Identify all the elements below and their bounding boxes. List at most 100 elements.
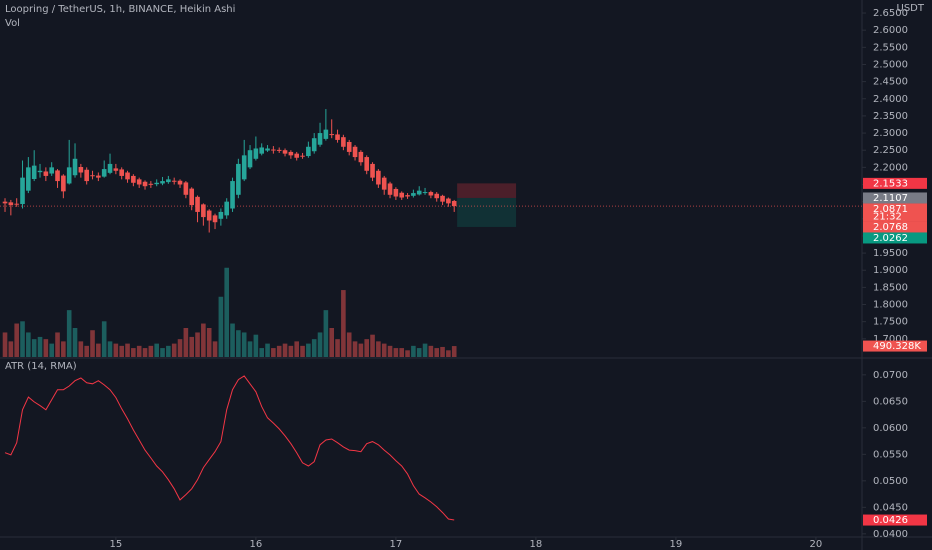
countdown: 21:32: [873, 211, 902, 222]
candle-body: [236, 163, 241, 195]
candle-body: [20, 177, 25, 205]
candle-body: [422, 192, 428, 194]
volume-bar: [8, 341, 14, 357]
candle-body: [136, 179, 142, 185]
y-tick-label: 2.4000: [873, 94, 908, 105]
candle-body: [14, 203, 19, 205]
volume-bar: [160, 348, 165, 357]
candle-body: [55, 170, 60, 182]
candle-body: [282, 150, 288, 154]
volume-bar: [230, 323, 235, 357]
candle-body: [265, 148, 270, 151]
volume-bar: [218, 296, 224, 357]
volume-bar: [276, 345, 282, 357]
candle-body: [416, 190, 422, 195]
candle-body: [364, 157, 370, 171]
volume-bar: [364, 339, 370, 357]
candle-body: [201, 204, 206, 218]
volume-bar: [107, 341, 113, 357]
volume-bar: [253, 334, 259, 357]
y-tick-label: 1.7500: [873, 317, 908, 328]
candle-body: [113, 168, 119, 171]
volume-bar: [183, 327, 189, 357]
volume-label: 490.328K: [873, 341, 921, 352]
currency: USDT: [897, 3, 925, 14]
volume-bar: [125, 343, 130, 357]
volume-bar: [381, 343, 387, 357]
candle-body: [171, 180, 177, 182]
candle-body: [300, 155, 305, 157]
x-tick-label: 18: [530, 539, 543, 550]
candle-body: [376, 170, 381, 185]
candle-body: [428, 192, 434, 196]
candle-body: [37, 170, 43, 173]
volume-bar: [113, 343, 119, 357]
volume-bar: [224, 267, 230, 357]
entry-label-box: [863, 192, 927, 204]
atr-line: [4, 375, 455, 521]
volume-bar: [72, 327, 78, 357]
candle-body: [253, 148, 259, 159]
candle-body: [329, 134, 335, 136]
volume-bar: [352, 341, 358, 357]
candle-body: [26, 167, 31, 191]
candle-body: [2, 201, 8, 204]
volume-bar: [358, 343, 364, 357]
target-label-box: [863, 232, 927, 244]
volume-bar: [90, 330, 95, 357]
volume-bar: [306, 343, 311, 357]
volume-bar: [78, 341, 84, 357]
y-tick-label: 2.6500: [873, 8, 908, 19]
entry-label: 2.1107: [873, 193, 908, 204]
candle-body: [31, 165, 37, 180]
volume-bar: [259, 348, 265, 357]
volume-bar: [422, 343, 428, 357]
volume-bar: [335, 339, 340, 357]
x-tick-label: 19: [670, 539, 683, 550]
candle-body: [346, 141, 352, 152]
volume-bar: [265, 343, 270, 357]
volume-bar: [43, 339, 49, 357]
volume-bar: [236, 330, 241, 357]
candle-body: [96, 175, 101, 178]
candle-body: [451, 200, 457, 207]
stop-zone: [457, 183, 517, 198]
volume-bar: [323, 310, 329, 357]
volume-bar: [387, 345, 393, 357]
candle-body: [72, 158, 78, 176]
candle-body: [446, 198, 451, 204]
atr-tick-label: 0.0500: [873, 476, 908, 487]
y-tick-label: 1.8000: [873, 300, 908, 311]
close-label: 2.0871: [873, 204, 908, 215]
close-label-box: [863, 203, 927, 222]
volume-bar: [212, 341, 218, 357]
volume-bar: [119, 345, 124, 357]
y-tick-label: 1.7000: [873, 334, 908, 345]
volume-bar: [20, 321, 25, 357]
candle-body: [66, 167, 72, 184]
candle-body: [271, 149, 276, 151]
atr-tick-label: 0.0400: [873, 529, 908, 540]
volume-bar: [31, 339, 37, 357]
candle-body: [311, 138, 317, 152]
target-zone: [457, 197, 517, 227]
x-tick-label: 17: [390, 539, 403, 550]
candle-body: [8, 202, 14, 206]
x-tick-label: 15: [109, 539, 122, 550]
y-tick-label: 1.9500: [873, 248, 908, 259]
volume-bar: [329, 327, 335, 357]
candle-body: [393, 188, 399, 197]
y-tick-label: 2.4500: [873, 77, 908, 88]
candle-body: [212, 215, 218, 223]
atr-tick-label: 0.0600: [873, 423, 908, 434]
volume-bar: [370, 334, 375, 357]
candle-body: [195, 196, 200, 212]
candle-body: [101, 169, 107, 177]
candle-body: [230, 181, 235, 209]
volume-bar: [66, 310, 72, 357]
volume-bar: [405, 350, 410, 357]
